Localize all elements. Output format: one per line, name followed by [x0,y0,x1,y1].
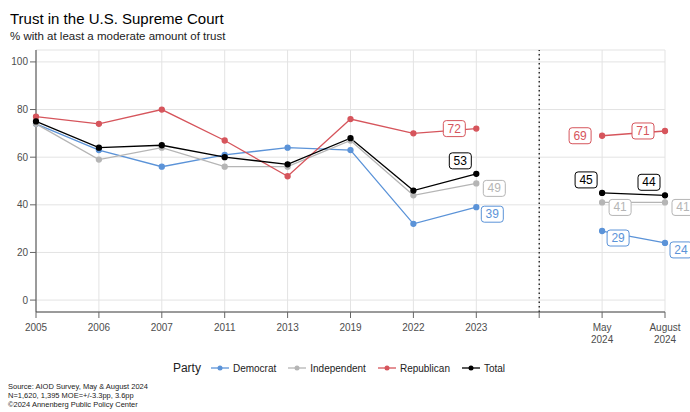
svg-text:53: 53 [454,154,468,168]
svg-text:2019: 2019 [339,322,362,333]
html-text:Source: AIOD Survey, May & Aug: Source: AIOD Survey, May & August 2024 [8,382,148,391]
svg-text:24: 24 [674,243,682,257]
svg-text:2006: 2006 [88,322,111,333]
html-text:Trust in the U.S. Supreme Cour: Trust in the U.S. Supreme Court [10,10,224,27]
svg-text:44: 44 [642,175,656,189]
svg-text:72: 72 [448,122,462,136]
svg-text:29: 29 [611,231,625,245]
html-text:Democrat: Democrat [232,362,277,374]
html-text:% with at least a moderate amo: % with at least a moderate amount of tru… [10,30,226,42]
svg-text:40: 40 [17,199,29,210]
svg-text:2022: 2022 [402,322,425,333]
html-text:Party: Party [172,361,201,375]
svg-text:39: 39 [486,207,500,221]
svg-text:2011: 2011 [214,322,236,333]
svg-text:41: 41 [613,200,627,214]
svg-text:May2024: May2024 [591,322,614,345]
svg-text:45: 45 [579,173,593,187]
svg-text:2007: 2007 [151,322,174,333]
svg-text:2023: 2023 [465,322,488,333]
svg-text:2013: 2013 [276,322,299,333]
svg-text:49: 49 [488,181,502,195]
svg-text:20: 20 [17,247,29,258]
html-text:Total: Total [484,362,506,374]
svg-text:60: 60 [17,152,29,163]
svg-text:41: 41 [676,200,682,214]
html-text:Republican: Republican [399,362,450,374]
html-text:©2024 Annenberg Public Policy: ©2024 Annenberg Public Policy Center [8,400,138,409]
svg-text:2005: 2005 [25,322,48,333]
html-text:Independent: Independent [310,362,366,374]
html-text:N=1,620, 1,395 MOE=+/-3.3pp, 3: N=1,620, 1,395 MOE=+/-3.3pp, 3.6pp [8,391,134,400]
svg-text:100: 100 [11,56,28,67]
svg-text:69: 69 [573,129,587,143]
svg-text:80: 80 [17,104,29,115]
svg-text:71: 71 [636,124,650,138]
svg-text:August2024: August2024 [649,322,680,345]
svg-text:0: 0 [22,295,28,306]
